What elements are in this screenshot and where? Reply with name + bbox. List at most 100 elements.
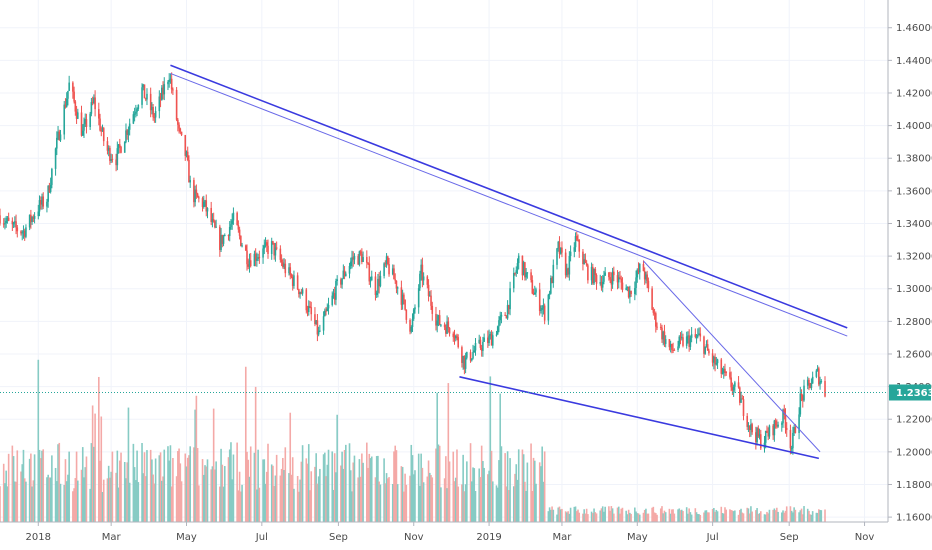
candle-body [798, 414, 800, 433]
volume-bar [594, 512, 597, 522]
volume-bar [619, 513, 621, 522]
volume-bar [4, 483, 6, 522]
volume-bar [152, 474, 154, 522]
candle-body [369, 280, 372, 282]
volume-bar [470, 481, 473, 522]
trendline-upper-inner[interactable] [170, 72, 848, 337]
volume-bar [483, 467, 485, 522]
candle-body [505, 315, 508, 319]
trendline-lower-channel[interactable] [459, 376, 820, 460]
candle-body [117, 144, 120, 149]
volume-bar [577, 509, 579, 522]
volume-bar [747, 508, 750, 522]
volume-bar [410, 444, 413, 522]
volume-bar [725, 509, 728, 522]
candle-body [685, 336, 688, 346]
candle-body [253, 253, 256, 267]
volume-bar [59, 483, 62, 522]
candle-body [159, 96, 162, 101]
volume-bar [170, 486, 173, 522]
candle-body [410, 326, 413, 332]
candle-body [158, 96, 161, 112]
volume-bar [662, 513, 665, 522]
volume-bar [448, 461, 451, 522]
candle-body [767, 432, 770, 437]
volume-bar [601, 506, 604, 522]
candle-body [638, 264, 641, 273]
candle-body [353, 256, 356, 260]
candle-body [706, 344, 709, 351]
candle-body [263, 245, 266, 249]
trendlines[interactable] [170, 64, 848, 460]
time-tick-label: Nov [855, 532, 875, 543]
volume-bar [403, 491, 405, 522]
volume-bar [462, 454, 464, 522]
candle-body [204, 200, 206, 202]
volume-bar [419, 485, 421, 522]
time-axis[interactable]: 2018 Mar May Jul Sep Nov 2019 Mar May Jul Sep Nov [26, 522, 875, 543]
volume-bar [748, 513, 751, 522]
trendline-upper-outer[interactable] [170, 64, 848, 329]
volume-bar [557, 507, 560, 522]
volume-bar [466, 461, 468, 522]
volume-bar [474, 490, 477, 522]
candle-body [456, 335, 458, 338]
volume-bar [808, 510, 810, 522]
candle-body [32, 217, 35, 219]
candle-body [482, 341, 484, 351]
candle-body [688, 335, 690, 347]
candle-body [249, 260, 252, 267]
price-tick-label: 1.40000 [896, 121, 932, 132]
candle-body [115, 159, 117, 166]
price-axis[interactable]: 1.46000 1.44000 1.42000 1.40000 1.38000 1.360… [888, 23, 932, 524]
volume-bar [504, 453, 506, 522]
volume-bar [205, 466, 208, 522]
volume-bar [185, 466, 188, 522]
candle-body [642, 264, 645, 272]
candle-body [393, 268, 395, 280]
candle-body [184, 135, 187, 156]
volume-bar [102, 479, 105, 522]
candle-body [470, 358, 473, 361]
candle-body [378, 278, 380, 287]
candle-body [574, 236, 577, 248]
candle-body [151, 106, 153, 111]
volume-bar [678, 508, 681, 522]
candle-body [669, 344, 672, 348]
candle-body [273, 243, 275, 256]
volume-bar [616, 507, 619, 522]
candle-body [469, 352, 472, 361]
volume-bar [430, 475, 432, 522]
volume-bar [609, 510, 611, 522]
candle-body [202, 201, 205, 207]
volume-bar [98, 376, 100, 522]
candle-body [288, 267, 290, 274]
volume-bar [438, 445, 441, 522]
volume-bar [367, 467, 369, 522]
volume-bar [332, 489, 335, 522]
volume-bar [246, 451, 248, 522]
volume-bar [257, 449, 259, 522]
volume-bar [411, 455, 414, 522]
volume-bar [811, 511, 814, 522]
candle-body [808, 379, 810, 384]
candle-body [671, 344, 673, 350]
volume-bar [228, 449, 231, 522]
candle-body [67, 90, 69, 99]
candle-body [127, 129, 130, 135]
volume-bar [100, 416, 103, 522]
time-tick-label: May [627, 532, 648, 543]
volume-bar [314, 466, 316, 522]
volume-bar [244, 366, 247, 522]
volume-bar [793, 507, 795, 522]
candle-body [679, 336, 682, 338]
price-tick-label: 1.34000 [896, 219, 932, 230]
volume-bar [111, 451, 114, 522]
trendline-inner-descending[interactable] [643, 260, 821, 453]
volume-bar [201, 459, 204, 522]
volume-bar [262, 459, 264, 522]
volume-bar [454, 477, 457, 522]
volume-bar [490, 450, 493, 522]
candle-body [162, 87, 164, 95]
